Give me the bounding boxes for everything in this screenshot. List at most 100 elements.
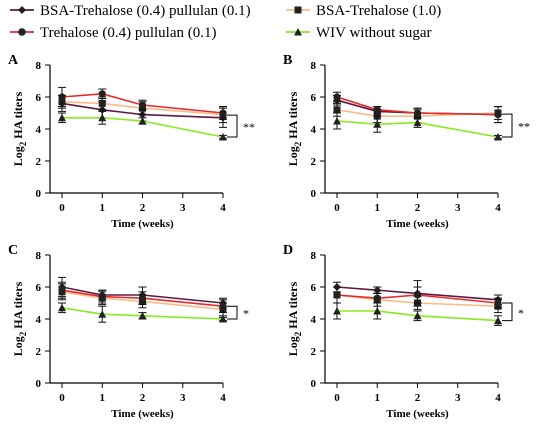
significance-label: ** xyxy=(243,120,255,134)
series-line xyxy=(336,286,499,301)
series-line xyxy=(61,286,224,304)
x-tick-label: 0 xyxy=(59,392,65,404)
y-axis-title: Log2 HA titers xyxy=(286,281,303,356)
significance-bracket xyxy=(227,114,238,138)
significance-label: * xyxy=(243,307,249,321)
series-line xyxy=(61,92,224,114)
y-tick-label: 4 xyxy=(36,124,42,136)
triangle-data-point xyxy=(58,303,66,312)
significance-bracket xyxy=(502,113,513,138)
y-tick-label: 2 xyxy=(311,156,317,168)
series-line xyxy=(336,96,499,116)
series-line xyxy=(61,307,224,320)
triangle-data-point xyxy=(219,315,227,323)
legend-entry-wiv-without-sugar: WIV without sugar xyxy=(286,25,432,41)
x-tick-label: 3 xyxy=(180,392,186,404)
triangle-data-point xyxy=(98,310,107,318)
y-tick-label: 0 xyxy=(311,378,317,390)
triangle-data-point xyxy=(333,307,341,315)
y-tick-label: 6 xyxy=(311,92,317,104)
x-axis-title: Time (weeks) xyxy=(111,218,174,230)
circle-data-point xyxy=(138,294,147,302)
x-axis-title: Time (weeks) xyxy=(111,408,174,420)
circle-data-point xyxy=(494,111,502,119)
panel-label: D xyxy=(283,243,293,258)
circle-data-point xyxy=(333,93,341,101)
x-tick-label: 4 xyxy=(495,392,501,404)
square-data-point xyxy=(98,99,106,107)
x-tick-label: 1 xyxy=(100,392,106,404)
legend-label: BSA-Trehalose (0.4) pullulan (0.1) xyxy=(40,3,251,19)
circle-data-point xyxy=(413,291,422,299)
y-tick-label: 6 xyxy=(311,282,317,294)
triangle-data-point xyxy=(98,113,107,122)
triangle-data-point xyxy=(373,120,382,128)
x-tick-label: 4 xyxy=(220,392,226,404)
triangle-data-point xyxy=(373,307,382,315)
square-data-point xyxy=(333,106,341,114)
chart-panel-d: D 0 2 4 6 8 0 1 2 3 4 Time (weeks) Log2 HA titers * xyxy=(283,243,524,420)
y-tick-label: 8 xyxy=(311,250,317,262)
circle-data-point xyxy=(373,294,381,302)
series-group xyxy=(333,112,502,141)
triangle-data-point xyxy=(413,311,422,320)
x-tick-label: 3 xyxy=(180,202,186,214)
series-group xyxy=(333,286,502,309)
diamond-data-point xyxy=(373,286,382,295)
x-tick-label: 4 xyxy=(495,202,501,214)
triangle-data-point xyxy=(494,316,502,325)
circle-data-point xyxy=(58,93,66,101)
series-group xyxy=(333,91,502,124)
series-line xyxy=(61,289,224,307)
diamond-marker-icon xyxy=(18,6,26,14)
x-tick-label: 1 xyxy=(100,202,106,214)
x-tick-label: 2 xyxy=(415,202,421,214)
y-tick-label: 8 xyxy=(36,60,42,72)
panel-label: C xyxy=(8,243,18,258)
y-tick-label: 2 xyxy=(36,346,42,358)
chart-panel-b: B 0 2 4 6 8 0 1 2 3 4 Time (weeks) Log2 HA titers ** xyxy=(283,53,530,230)
y-tick-label: 0 xyxy=(36,378,42,390)
series-line xyxy=(337,310,499,322)
x-tick-label: 1 xyxy=(375,202,381,214)
triangle-data-point xyxy=(413,118,422,127)
circle-data-point xyxy=(373,106,381,114)
x-tick-label: 3 xyxy=(455,202,461,214)
legend-label: WIV without sugar xyxy=(316,25,432,41)
y-tick-label: 0 xyxy=(311,188,317,200)
significance-bracket xyxy=(227,305,238,320)
y-axis-title: Log2 HA titers xyxy=(11,91,28,166)
series-line xyxy=(336,294,499,304)
triangle-data-point xyxy=(138,311,147,320)
triangle-data-point xyxy=(58,113,66,122)
legend-entry-bsa-trehalose-pullulan: BSA-Trehalose (0.4) pullulan (0.1) xyxy=(10,3,251,19)
y-axis-title: Log2 HA titers xyxy=(286,91,303,166)
series-group xyxy=(58,86,227,120)
panel-label: B xyxy=(283,53,292,68)
y-tick-label: 6 xyxy=(36,92,42,104)
series-group xyxy=(58,281,227,314)
y-tick-label: 4 xyxy=(311,314,317,326)
legend-label: Trehalose (0.4) pullulan (0.1) xyxy=(40,25,217,41)
x-tick-label: 0 xyxy=(59,202,65,214)
legend-entry-trehalose-pullulan: Trehalose (0.4) pullulan (0.1) xyxy=(10,25,217,41)
y-tick-label: 8 xyxy=(36,250,42,262)
circle-data-point xyxy=(98,293,106,301)
circle-marker-icon xyxy=(18,28,26,36)
x-tick-label: 2 xyxy=(415,392,421,404)
x-tick-label: 0 xyxy=(334,202,340,214)
circle-data-point xyxy=(219,302,227,310)
series-line xyxy=(61,291,224,311)
y-tick-label: 2 xyxy=(36,156,42,168)
legend-label: BSA-Trehalose (1.0) xyxy=(316,3,441,19)
circle-data-point xyxy=(138,101,147,109)
circle-data-point xyxy=(494,299,502,307)
circle-data-point xyxy=(58,286,66,294)
chart-legend: BSA-Trehalose (0.4) pullulan (0.1) BSA-T… xyxy=(10,3,441,41)
circle-data-point xyxy=(413,109,422,117)
y-tick-label: 8 xyxy=(311,60,317,72)
x-tick-label: 2 xyxy=(140,202,146,214)
series-group xyxy=(333,302,502,326)
triangle-marker-icon xyxy=(294,28,302,36)
chart-panel-c: C 0 2 4 6 8 0 1 2 3 4 Time (weeks) Log2 HA titers * xyxy=(8,243,249,420)
